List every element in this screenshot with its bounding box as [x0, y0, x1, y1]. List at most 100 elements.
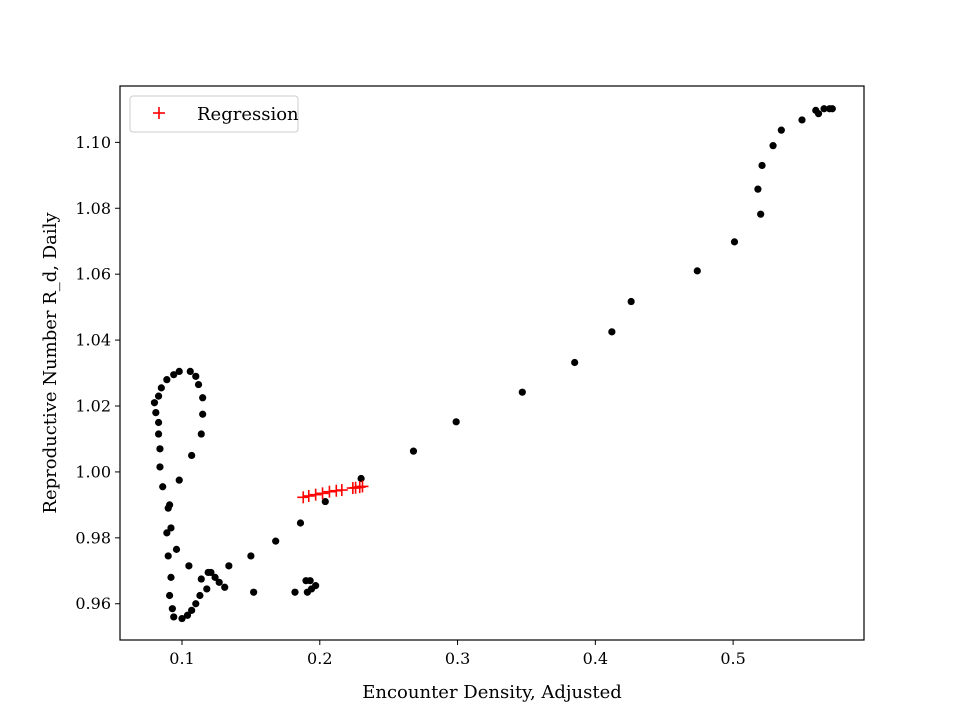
y-axis-label: Reproductive Number R_d, Daily: [40, 212, 61, 514]
data-point: [250, 588, 258, 596]
data-point: [185, 562, 193, 570]
regression-point: [356, 480, 369, 493]
data-point: [203, 585, 211, 593]
y-tick-label: 0.98: [75, 528, 111, 547]
data-point: [777, 126, 785, 134]
data-point: [166, 501, 174, 509]
data-point: [272, 537, 280, 545]
data-point: [291, 588, 299, 596]
x-tick-label: 0.5: [720, 649, 745, 668]
x-tick-label: 0.2: [307, 649, 332, 668]
data-point: [154, 418, 163, 427]
data-point: [159, 483, 167, 491]
data-point: [215, 578, 223, 586]
data-point: [157, 384, 165, 392]
y-tick-label: 1.06: [75, 265, 111, 284]
data-point: [693, 267, 701, 275]
data-point: [172, 545, 181, 553]
data-point: [571, 358, 579, 367]
data-point: [167, 524, 175, 532]
data-point: [828, 105, 836, 113]
data-point: [769, 142, 777, 150]
regression-point: [309, 488, 322, 501]
data-point: [170, 371, 178, 379]
data-point: [199, 394, 207, 402]
plot-area: [119, 85, 865, 641]
data-point: [757, 210, 765, 218]
data-point: [730, 238, 739, 246]
y-tick-label: 1.00: [75, 462, 111, 481]
data-point: [156, 463, 164, 471]
data-point: [196, 591, 204, 600]
data-point: [170, 613, 178, 621]
data-point: [221, 583, 229, 591]
y-tick-label: 1.04: [75, 331, 111, 350]
data-point: [296, 519, 305, 527]
legend-marker-plus: [153, 107, 165, 119]
data-point: [163, 376, 171, 384]
data-point: [178, 614, 186, 623]
legend-label-regression: Regression: [197, 104, 299, 125]
y-tick-label: 1.08: [75, 199, 111, 218]
data-point: [152, 408, 160, 417]
data-point: [312, 582, 320, 590]
data-point: [247, 552, 255, 560]
data-point: [820, 105, 828, 113]
data-point: [798, 116, 806, 124]
data-point: [409, 447, 418, 455]
x-axis-label: Encounter Density, Adjusted: [362, 682, 622, 703]
data-point: [197, 575, 205, 583]
regression-point: [323, 485, 336, 498]
data-point: [211, 573, 219, 581]
data-point: [168, 605, 176, 613]
data-point: [758, 161, 766, 170]
data-point: [186, 367, 194, 376]
regression-point: [297, 491, 310, 504]
data-point: [154, 430, 163, 438]
data-point: [175, 367, 183, 376]
regression-point: [316, 487, 329, 500]
data-point: [150, 399, 159, 407]
data-point: [192, 600, 200, 608]
data-point: [357, 474, 365, 483]
data-point: [814, 110, 823, 118]
data-point: [306, 577, 314, 585]
data-point: [197, 430, 205, 438]
y-axis: 0.96 0.98 1.00 1.02 1.04 1.06 1.08 1.10: [75, 133, 120, 613]
data-point: [207, 568, 215, 577]
x-tick-label: 0.3: [445, 649, 470, 668]
regression-point: [302, 489, 315, 502]
data-point: [754, 185, 762, 193]
data-point: [164, 552, 172, 560]
regression-point: [335, 484, 348, 497]
legend-box: [129, 95, 299, 133]
data-point: [166, 591, 174, 600]
data-point: [188, 606, 196, 614]
data-point: [175, 476, 183, 484]
x-tick-label: 0.4: [583, 649, 608, 668]
data-point: [188, 451, 196, 460]
data-points: [150, 105, 836, 623]
y-tick-label: 0.96: [75, 594, 111, 613]
legend: Regression: [129, 95, 299, 133]
data-point: [608, 328, 616, 336]
data-point: [225, 562, 233, 570]
data-point: [167, 573, 175, 581]
y-tick-label: 1.02: [75, 397, 111, 416]
data-point: [194, 380, 203, 389]
data-point: [199, 410, 207, 418]
data-point: [627, 297, 635, 306]
x-axis: 0.1 0.2 0.3 0.4 0.5: [169, 640, 746, 668]
data-point: [154, 392, 163, 400]
data-point: [321, 497, 329, 506]
data-point: [192, 372, 200, 380]
data-point: [518, 388, 526, 396]
legend-plus-marker: [153, 107, 165, 119]
data-point: [163, 529, 171, 537]
y-tick-label: 1.10: [75, 133, 111, 152]
data-point: [183, 611, 192, 619]
data-point: [156, 445, 164, 453]
plot-frame: [119, 85, 865, 641]
x-tick-label: 0.1: [169, 649, 194, 668]
